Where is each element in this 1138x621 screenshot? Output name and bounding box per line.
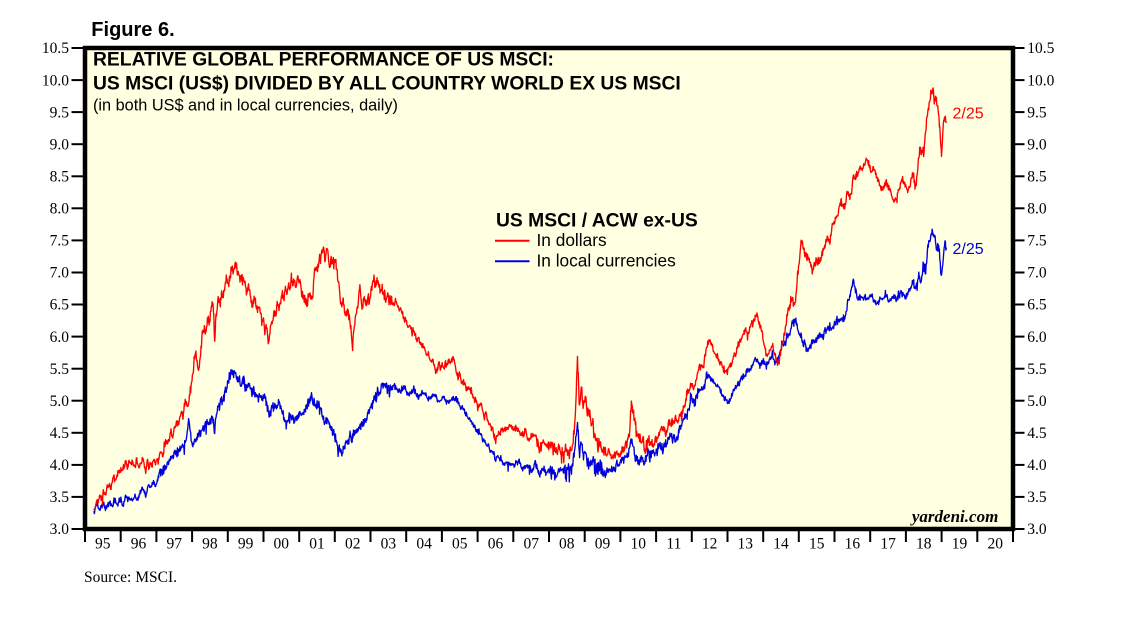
svg-text:6.5: 6.5 [50, 297, 70, 314]
svg-text:In local currencies: In local currencies [537, 250, 677, 270]
svg-text:7.0: 7.0 [50, 265, 70, 282]
svg-text:5.0: 5.0 [50, 393, 70, 410]
svg-text:6.0: 6.0 [1027, 329, 1047, 346]
svg-text:3.5: 3.5 [50, 489, 70, 506]
svg-text:06: 06 [488, 535, 504, 552]
svg-text:14: 14 [773, 535, 789, 552]
svg-text:5.0: 5.0 [1027, 393, 1047, 410]
svg-text:9.0: 9.0 [50, 136, 70, 153]
svg-text:02: 02 [345, 535, 361, 552]
svg-text:2/25: 2/25 [953, 241, 984, 258]
svg-text:5.5: 5.5 [1027, 361, 1047, 378]
svg-text:7.5: 7.5 [50, 233, 70, 250]
svg-text:12: 12 [702, 535, 718, 552]
svg-text:95: 95 [95, 535, 111, 552]
svg-text:3.5: 3.5 [1027, 489, 1047, 506]
svg-text:Figure 6.: Figure 6. [91, 19, 174, 41]
svg-text:US MSCI (US$) DIVIDED BY ALL C: US MSCI (US$) DIVIDED BY ALL COUNTRY WOR… [93, 74, 681, 95]
svg-text:US MSCI / ACW ex-US: US MSCI / ACW ex-US [496, 211, 698, 232]
svg-text:09: 09 [595, 535, 611, 552]
svg-text:04: 04 [416, 535, 432, 552]
svg-text:(in both US$ and in local curr: (in both US$ and in local currencies, da… [93, 97, 398, 115]
svg-text:10.0: 10.0 [1027, 72, 1054, 89]
svg-text:10.5: 10.5 [1027, 40, 1054, 57]
svg-text:8.5: 8.5 [1027, 169, 1047, 186]
svg-text:6.0: 6.0 [50, 329, 70, 346]
svg-text:19: 19 [952, 535, 968, 552]
svg-text:5.5: 5.5 [50, 361, 70, 378]
svg-text:20: 20 [987, 535, 1003, 552]
svg-text:97: 97 [166, 535, 182, 552]
svg-text:yardeni.com: yardeni.com [910, 507, 998, 526]
svg-text:07: 07 [523, 535, 539, 552]
svg-text:11: 11 [666, 535, 681, 552]
svg-text:9.5: 9.5 [50, 104, 70, 121]
svg-text:03: 03 [381, 535, 397, 552]
svg-text:99: 99 [238, 535, 254, 552]
svg-text:7.5: 7.5 [1027, 233, 1047, 250]
svg-text:10.0: 10.0 [42, 72, 69, 89]
svg-text:3.0: 3.0 [50, 521, 70, 538]
svg-text:4.0: 4.0 [50, 457, 70, 474]
svg-text:01: 01 [309, 535, 325, 552]
svg-text:00: 00 [274, 535, 290, 552]
svg-text:2/25: 2/25 [953, 106, 984, 123]
svg-text:98: 98 [202, 535, 218, 552]
svg-text:9.0: 9.0 [1027, 136, 1047, 153]
svg-text:10: 10 [630, 535, 646, 552]
svg-text:05: 05 [452, 535, 468, 552]
svg-text:7.0: 7.0 [1027, 265, 1047, 282]
svg-text:15: 15 [809, 535, 825, 552]
svg-text:13: 13 [738, 535, 754, 552]
svg-text:10.5: 10.5 [42, 40, 69, 57]
svg-text:9.5: 9.5 [1027, 104, 1047, 121]
svg-text:3.0: 3.0 [1027, 521, 1047, 538]
svg-text:6.5: 6.5 [1027, 297, 1047, 314]
svg-text:Source: MSCI.: Source: MSCI. [84, 569, 177, 586]
svg-text:16: 16 [845, 535, 861, 552]
svg-text:08: 08 [559, 535, 575, 552]
svg-text:17: 17 [880, 535, 896, 552]
svg-text:4.0: 4.0 [1027, 457, 1047, 474]
svg-text:8.0: 8.0 [50, 201, 70, 218]
svg-text:4.5: 4.5 [50, 425, 70, 442]
svg-text:18: 18 [916, 535, 932, 552]
svg-text:4.5: 4.5 [1027, 425, 1047, 442]
svg-text:8.5: 8.5 [50, 169, 70, 186]
svg-text:8.0: 8.0 [1027, 201, 1047, 218]
svg-text:96: 96 [131, 535, 147, 552]
svg-text:In dollars: In dollars [537, 230, 607, 250]
svg-text:RELATIVE GLOBAL PERFORMANCE OF: RELATIVE GLOBAL PERFORMANCE OF US MSCI: [93, 50, 554, 71]
